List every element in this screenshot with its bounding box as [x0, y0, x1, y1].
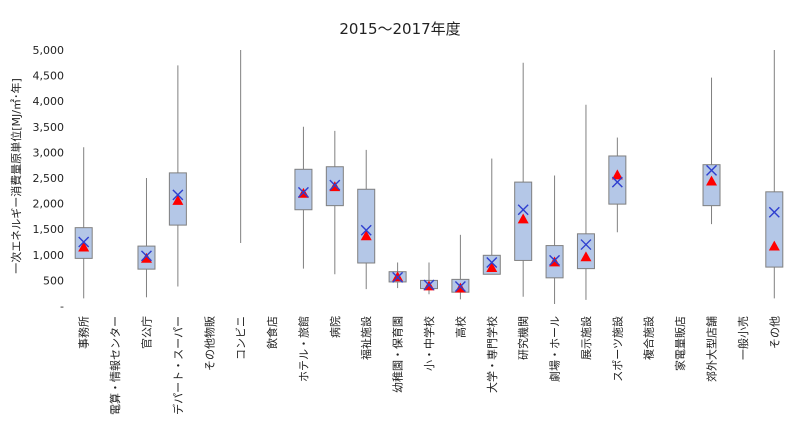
category-label: 郊外大型店舗 — [705, 316, 719, 382]
category-label: 研究機関 — [516, 316, 530, 360]
median-marker — [517, 213, 529, 224]
y-tick-label: 4,000 — [33, 95, 65, 108]
mean-marker-stroke — [392, 271, 404, 283]
y-tick-label: - — [60, 300, 64, 313]
mean-marker-stroke — [611, 176, 623, 188]
category-label: 大学・専門学校 — [485, 316, 499, 393]
median-marker — [392, 271, 404, 282]
median-marker — [360, 230, 372, 241]
y-tick-label: 500 — [43, 274, 64, 287]
mean-marker — [78, 236, 90, 248]
category-label: 高校 — [453, 316, 467, 338]
mean-marker — [706, 164, 718, 176]
mean-marker-stroke — [549, 254, 561, 266]
category-label: スポーツ施設 — [610, 316, 624, 382]
y-tick-label: 5,000 — [33, 44, 65, 57]
median-marker — [580, 251, 592, 262]
category-label: その他 — [768, 316, 781, 349]
y-tick-label: 4,500 — [33, 70, 65, 83]
category-label: デパート・スーパー — [171, 316, 185, 415]
median-marker — [611, 169, 623, 180]
mean-marker-stroke — [768, 206, 780, 218]
y-tick-label: 2,000 — [33, 198, 65, 211]
mean-marker — [454, 281, 466, 293]
mean-marker — [580, 239, 592, 251]
y-tick-label: 3,000 — [33, 146, 65, 159]
median-marker — [172, 195, 184, 205]
category-label: その他物販 — [202, 316, 216, 371]
iqr-box — [765, 191, 784, 268]
category-label: 小・中学校 — [422, 316, 436, 371]
category-label: 幼稚園・保育園 — [391, 316, 405, 393]
category-label: 事務所 — [77, 316, 91, 349]
mean-marker — [486, 256, 498, 268]
y-tick-label: 1,000 — [33, 249, 65, 262]
y-tick-label: 2,500 — [33, 172, 65, 185]
category-label: 複合施設 — [642, 316, 656, 360]
mean-marker-stroke — [706, 164, 718, 176]
mean-marker-stroke — [329, 179, 341, 191]
y-tick-label: 1,500 — [33, 223, 65, 236]
y-tick-label: 3,500 — [33, 121, 65, 134]
iqr-box — [608, 155, 627, 205]
category-label: 劇場・ホール — [548, 316, 562, 382]
category-label: 家電量販店 — [673, 316, 687, 371]
mean-marker — [297, 186, 309, 198]
category-label: 病院 — [328, 316, 342, 338]
category-label: コンビニ — [235, 316, 248, 360]
mean-marker-stroke — [423, 279, 435, 291]
mean-marker-stroke — [517, 204, 529, 216]
mean-marker — [329, 179, 341, 191]
median-marker — [486, 262, 498, 272]
category-label: 福祉施設 — [359, 316, 373, 360]
category-label: 飲食店 — [265, 316, 279, 349]
mean-marker-stroke — [454, 281, 466, 293]
iqr-box — [357, 188, 376, 264]
chart-title: 2015～2017年度 — [339, 20, 460, 38]
median-marker — [768, 240, 780, 251]
category-label: 展示施設 — [579, 316, 593, 360]
mean-marker-stroke — [140, 250, 152, 262]
category-label: 電算・情報センター — [108, 316, 122, 415]
mean-marker-stroke — [78, 236, 90, 248]
iqr-box — [576, 233, 595, 270]
y-axis-label: 一次エネルギー消費量原単位[MJ/㎡･年] — [9, 78, 23, 274]
mean-marker — [172, 189, 184, 201]
mean-marker — [549, 254, 561, 266]
category-label: 官公庁 — [139, 316, 153, 349]
mean-marker-stroke — [580, 239, 592, 251]
mean-marker-stroke — [360, 224, 372, 236]
mean-marker — [140, 250, 152, 262]
mean-marker-stroke — [486, 256, 498, 268]
mean-marker — [611, 176, 623, 188]
mean-marker — [392, 271, 404, 283]
mean-marker — [768, 206, 780, 218]
median-marker — [78, 241, 90, 252]
category-label: 一般小売 — [737, 316, 750, 360]
median-marker — [706, 175, 718, 186]
mean-marker — [423, 279, 435, 291]
mean-marker-stroke — [172, 189, 184, 201]
mean-marker-stroke — [297, 186, 309, 198]
category-label: ホテル・旅館 — [296, 316, 310, 382]
mean-marker — [517, 204, 529, 216]
median-marker — [140, 252, 152, 263]
mean-marker — [360, 224, 372, 236]
